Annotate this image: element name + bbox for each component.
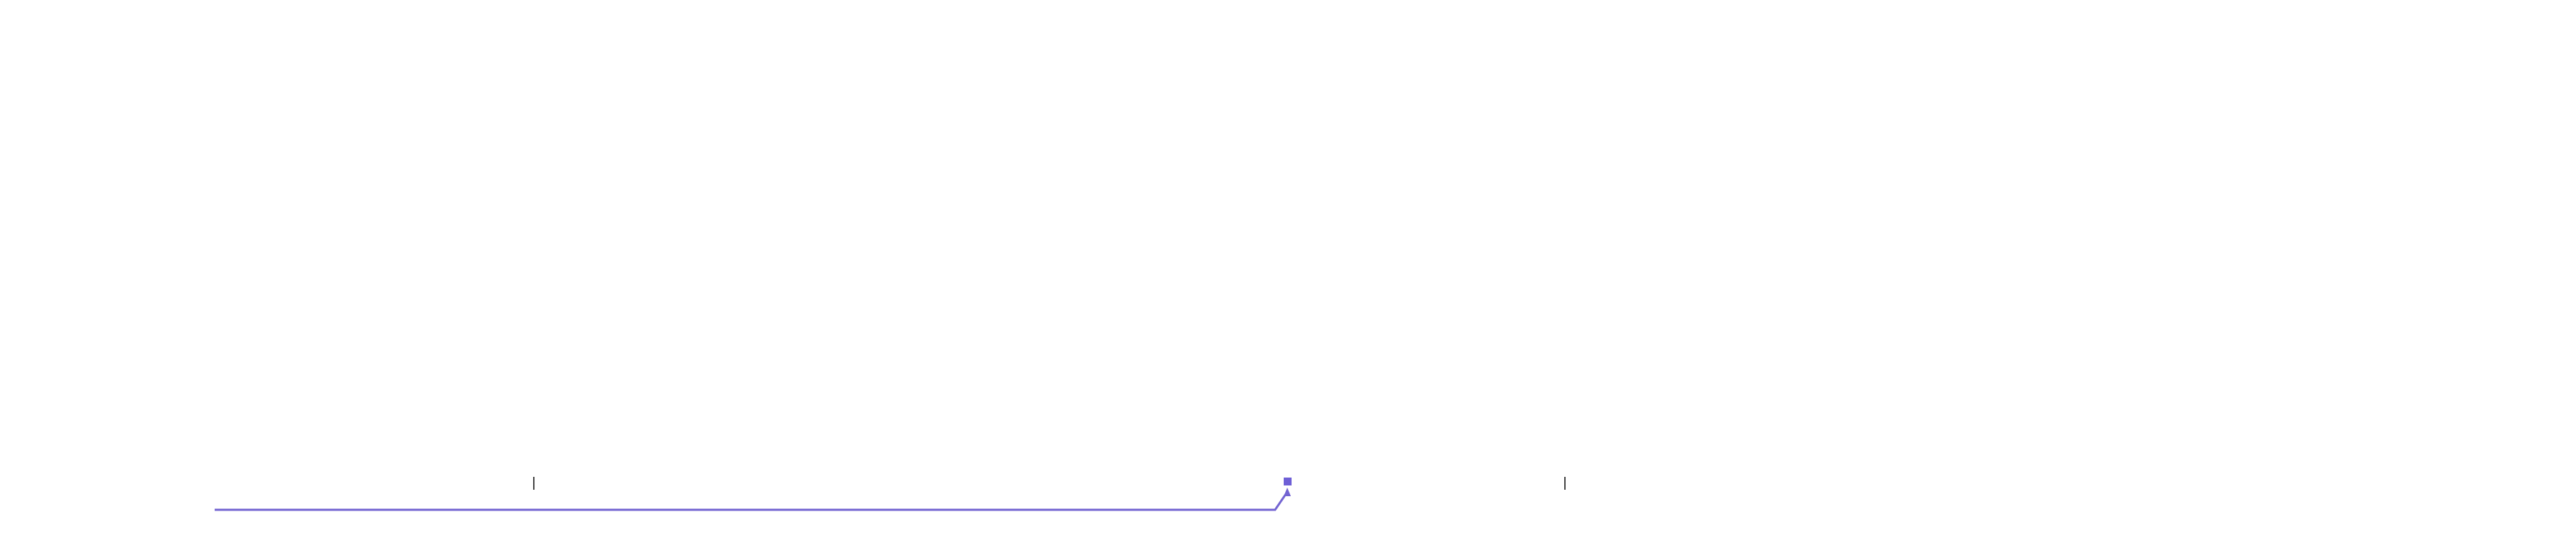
gwas-pointer-arrowhead-icon [1284,488,1291,496]
gwas-pointer-line [215,493,1287,511]
gwas-lead-snp-marker [1284,478,1292,485]
